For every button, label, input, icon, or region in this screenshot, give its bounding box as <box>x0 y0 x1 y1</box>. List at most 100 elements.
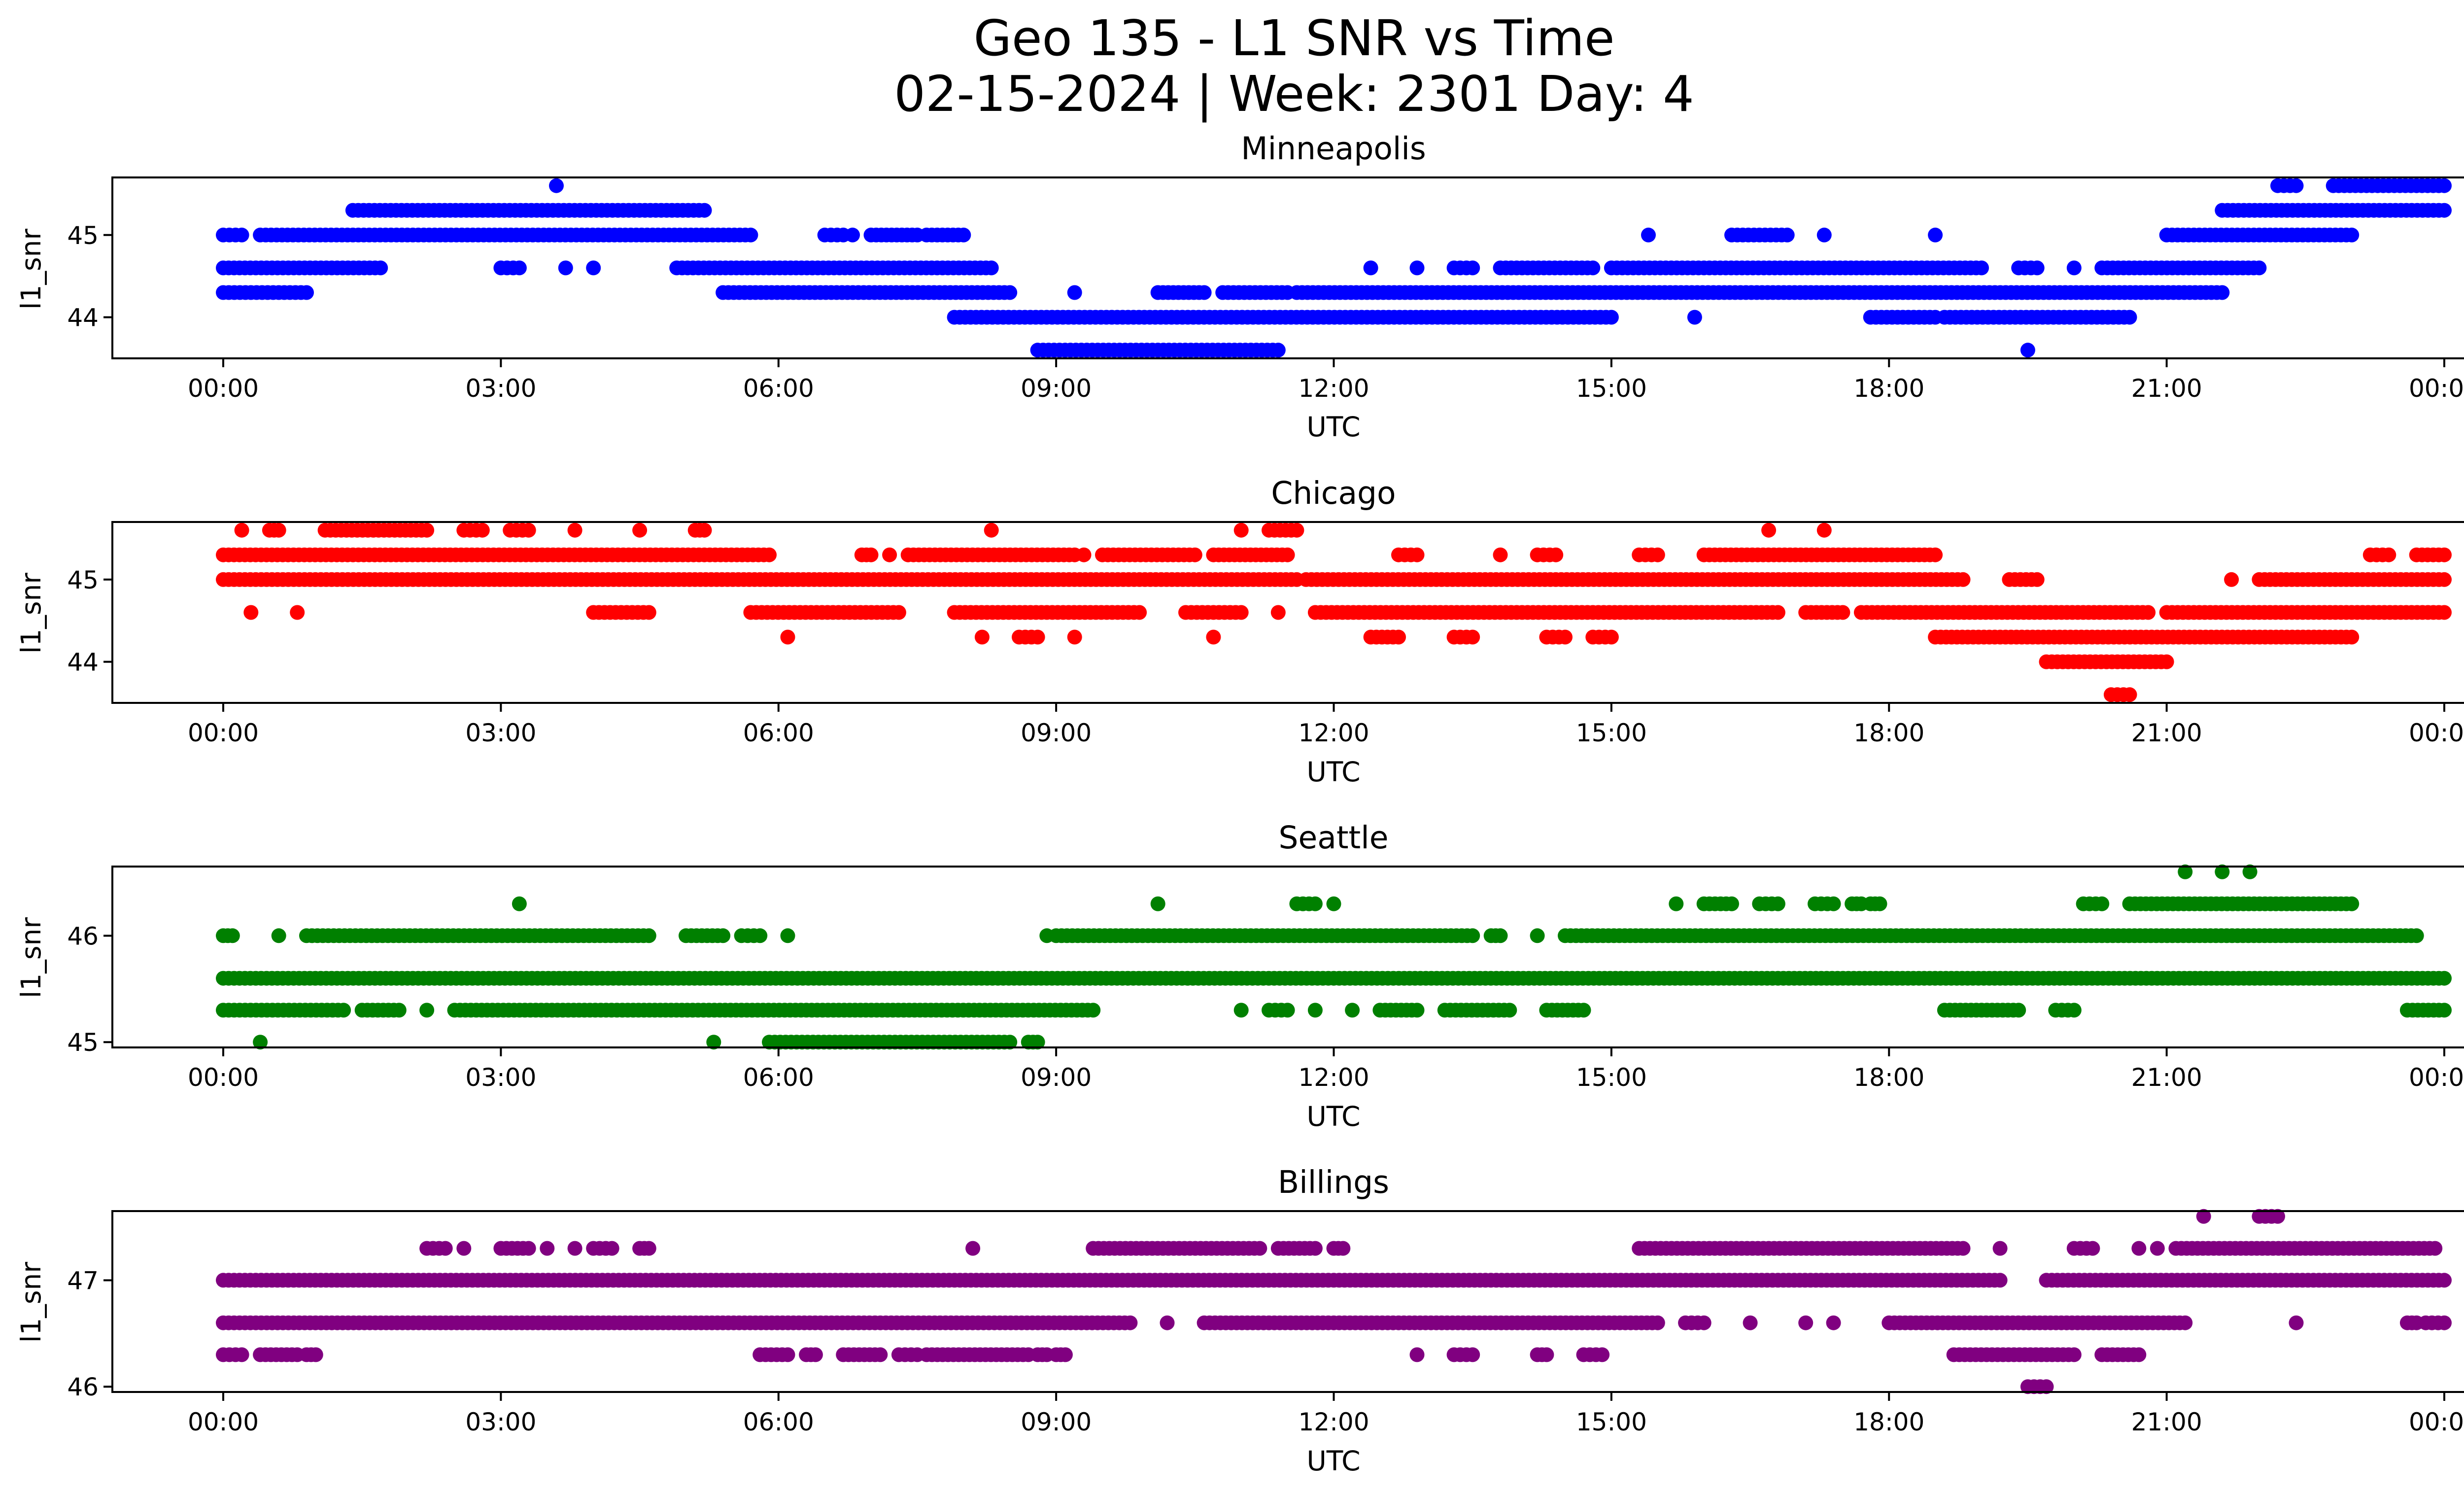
data-point <box>2242 864 2258 879</box>
data-point <box>1307 1241 1323 1256</box>
data-point <box>1955 572 1971 587</box>
subplot-title: Billings <box>1278 1164 1389 1200</box>
data-point <box>1576 1003 1591 1018</box>
data-point <box>1539 1347 1554 1362</box>
data-point <box>641 605 656 620</box>
data-point <box>1280 547 1295 562</box>
data-point <box>965 1241 981 1256</box>
scatter-marks <box>216 178 2452 358</box>
x-tick-label: 00:00 <box>2409 374 2464 403</box>
data-point <box>1391 629 1406 645</box>
x-tick-label: 06:00 <box>743 1408 814 1436</box>
data-point <box>2289 178 2304 193</box>
plot-frame <box>111 866 2464 1048</box>
data-point <box>243 605 259 620</box>
data-point <box>1233 605 1249 620</box>
data-point <box>1160 1315 1175 1330</box>
data-point <box>762 547 777 562</box>
data-point <box>290 605 305 620</box>
data-point <box>1465 1347 1480 1362</box>
data-point <box>1604 310 1619 325</box>
data-point <box>1992 1241 2008 1256</box>
subplot-chicago: Chicago UTC l1_snr 00:00 03:00 06:00 09:00 1… <box>15 475 2464 788</box>
data-point <box>1928 547 1943 562</box>
data-point <box>558 260 573 276</box>
data-point <box>540 1241 555 1256</box>
data-point <box>1307 1003 1323 1018</box>
data-point <box>1770 896 1785 911</box>
data-point <box>2437 971 2452 986</box>
y-tick-label: 46 <box>67 922 99 950</box>
x-axis-label: UTC <box>1306 1445 1360 1477</box>
data-point <box>1650 547 1665 562</box>
data-point <box>1187 547 1202 562</box>
data-point <box>1206 629 1221 645</box>
data-point <box>225 928 240 943</box>
data-point <box>1233 1003 1249 1018</box>
data-point <box>1335 1241 1351 1256</box>
x-tick-label: 06:00 <box>743 374 814 403</box>
data-point <box>1595 1347 1610 1362</box>
data-point <box>1493 547 1508 562</box>
data-point <box>1770 605 1785 620</box>
x-tick-label: 06:00 <box>743 719 814 747</box>
x-tick-label: 18:00 <box>1853 1408 1924 1436</box>
data-point <box>974 629 990 645</box>
data-point <box>2409 928 2424 943</box>
x-tick-label: 06:00 <box>743 1063 814 1092</box>
data-point <box>1280 1003 1295 1018</box>
data-point <box>2344 896 2360 911</box>
data-point <box>1233 522 1249 538</box>
y-tick-label: 45 <box>67 566 99 594</box>
data-point <box>512 896 527 911</box>
x-tick-label: 15:00 <box>1576 1408 1647 1436</box>
x-tick-label: 12:00 <box>1298 1408 1369 1436</box>
data-point <box>456 1241 472 1256</box>
data-point <box>984 522 999 538</box>
data-point <box>1780 227 1795 243</box>
data-point <box>308 1347 323 1362</box>
data-point <box>2437 1273 2452 1288</box>
figure-title-line2: 02-15-2024 | Week: 2301 Day: 4 <box>894 65 1694 123</box>
data-point <box>1030 1035 1045 1050</box>
data-point <box>2131 1241 2147 1256</box>
data-point <box>1409 1003 1425 1018</box>
data-point <box>2066 260 2082 276</box>
data-point <box>1826 896 1841 911</box>
data-point <box>419 1003 435 1018</box>
data-point <box>1270 343 1286 358</box>
x-tick-label: 00:00 <box>188 1408 259 1436</box>
data-point <box>1197 285 1212 300</box>
data-point <box>1465 928 1480 943</box>
x-tick-label: 00:00 <box>2409 1408 2464 1436</box>
data-point <box>1548 547 1564 562</box>
axis-ticks: 00:00 03:00 06:00 09:00 12:00 15:00 18:00 21:00… <box>67 566 2464 747</box>
data-point <box>2437 1315 2452 1330</box>
data-point <box>234 227 249 243</box>
data-point <box>1289 522 1304 538</box>
data-point <box>2039 1379 2054 1394</box>
data-point <box>2344 629 2360 645</box>
x-tick-label: 09:00 <box>1021 1063 1092 1092</box>
data-point <box>1816 227 1832 243</box>
plot-frame <box>111 176 2464 359</box>
data-point <box>891 605 906 620</box>
data-point <box>1326 896 1341 911</box>
data-point <box>1696 1315 1711 1330</box>
data-point <box>2159 654 2174 669</box>
data-point <box>2252 260 2267 276</box>
data-point <box>438 1241 453 1256</box>
data-point <box>1307 896 1323 911</box>
data-point <box>2020 343 2035 358</box>
axis-ticks: 00:00 03:00 06:00 09:00 12:00 15:00 18:00 21:00… <box>67 1266 2464 1436</box>
data-point <box>1826 1315 1841 1330</box>
data-point <box>271 928 286 943</box>
data-point <box>1465 629 1480 645</box>
plot-frame <box>111 521 2464 704</box>
plot-frame <box>111 1210 2464 1393</box>
x-tick-label: 03:00 <box>465 719 536 747</box>
data-point <box>2029 572 2045 587</box>
x-axis-label: UTC <box>1306 756 1360 788</box>
data-point <box>706 1035 721 1050</box>
data-point <box>234 522 249 538</box>
